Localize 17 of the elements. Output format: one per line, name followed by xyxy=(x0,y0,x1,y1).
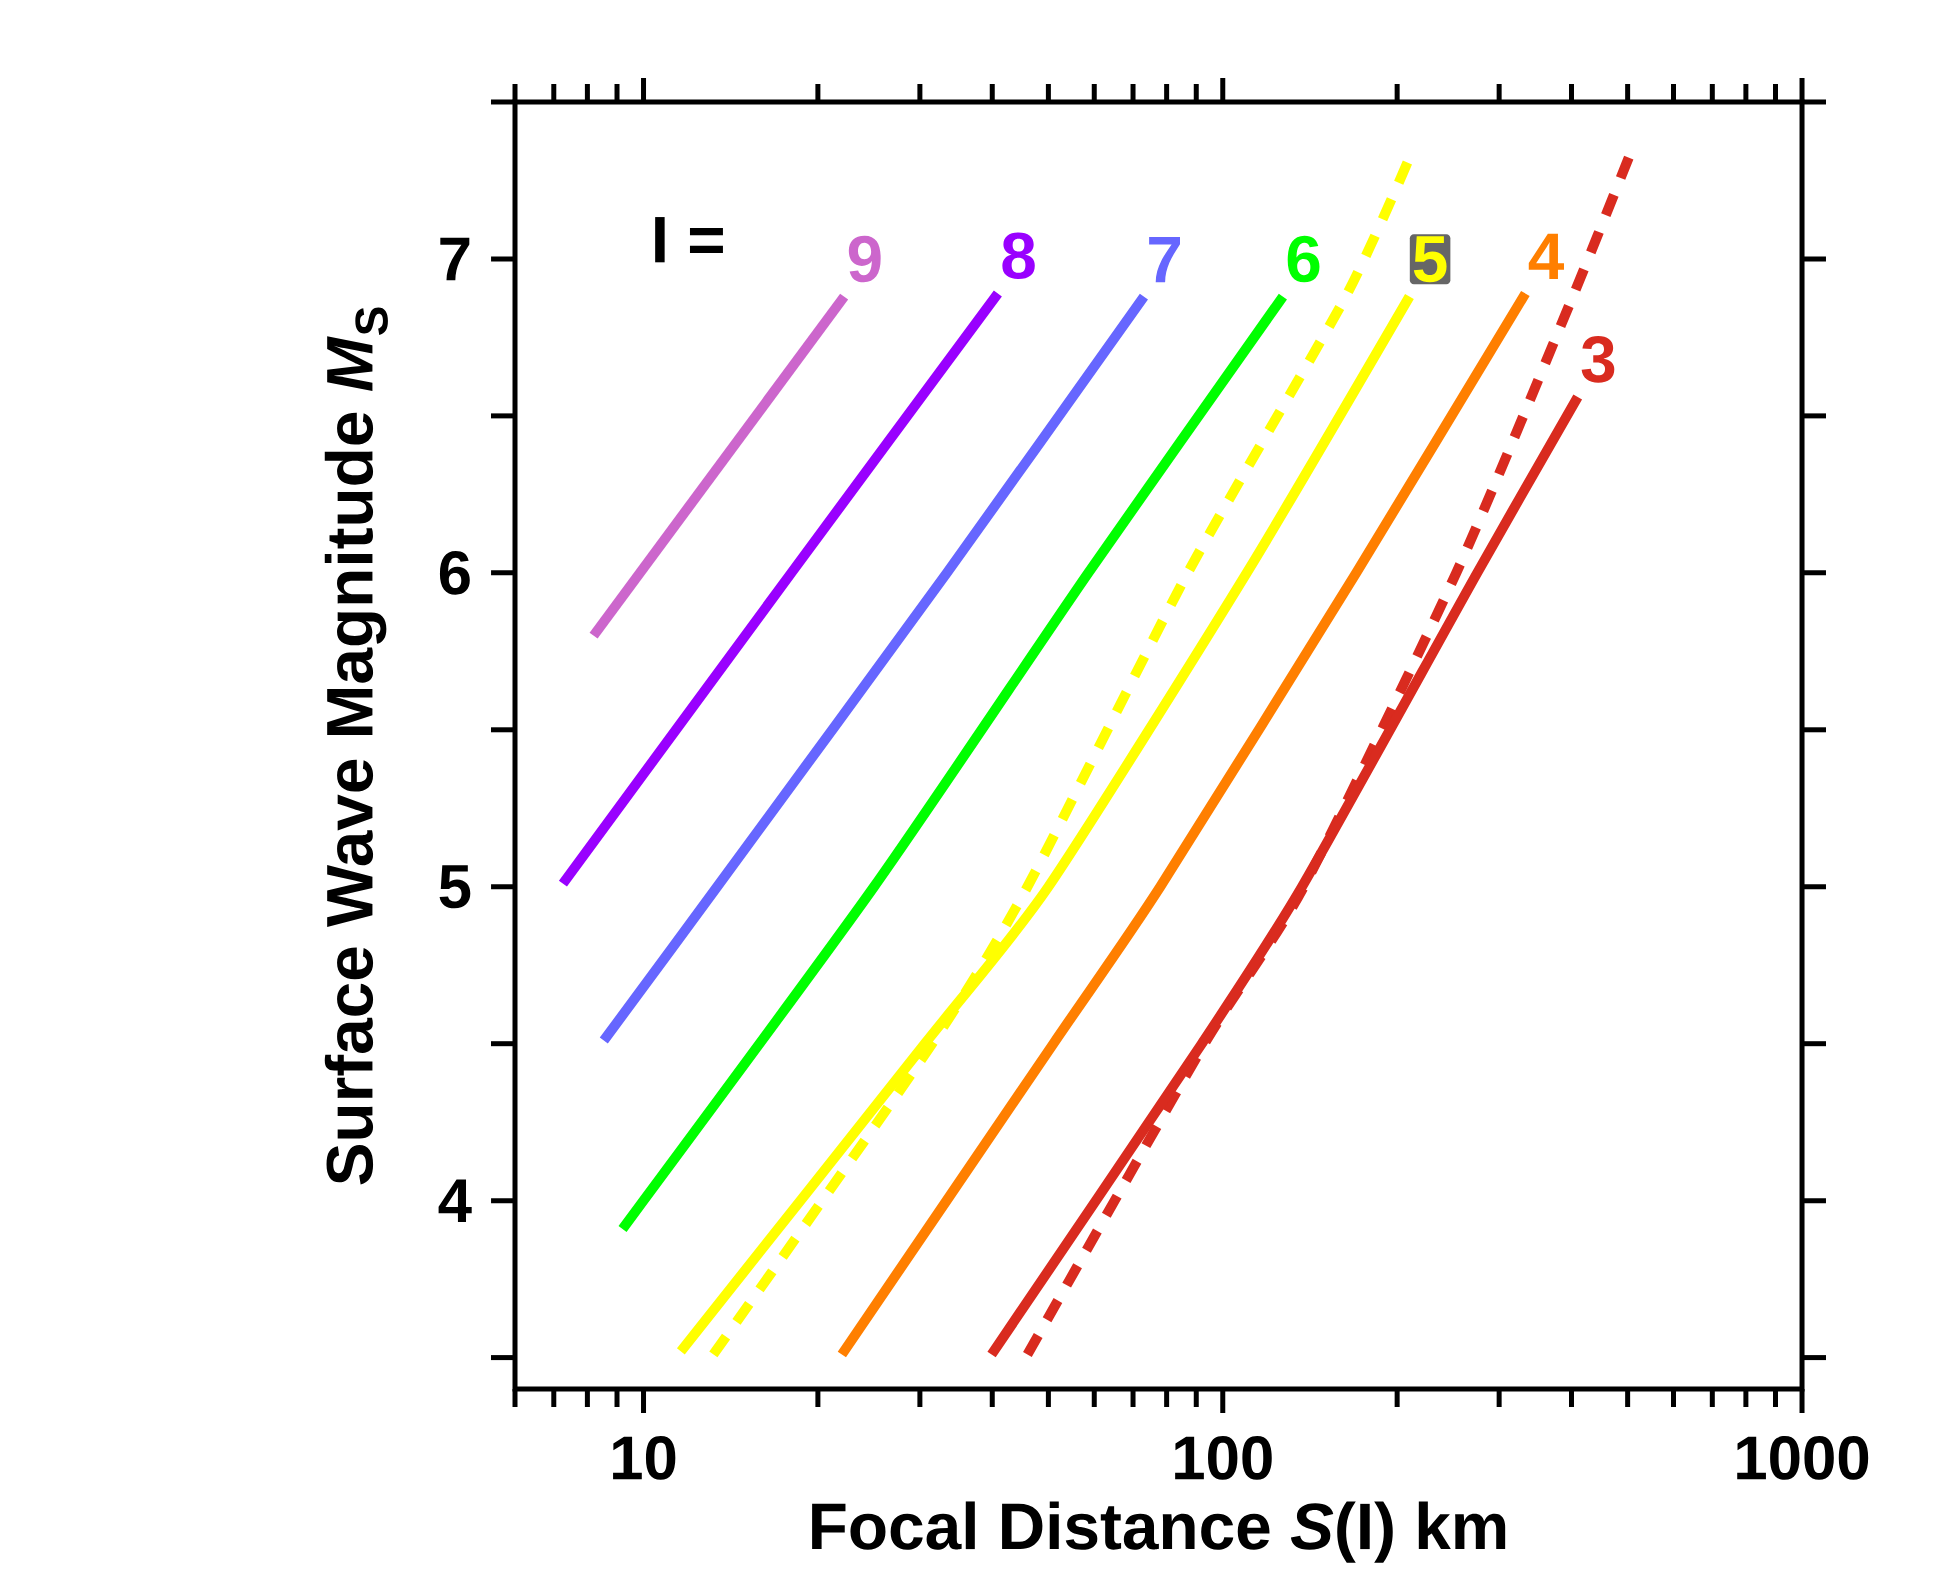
y-axis-title: Surface Wave Magnitude M$_{S}$ xyxy=(324,307,388,1185)
y-tick-label: 4 xyxy=(438,1179,472,1222)
x-axis-title: Focal Distance S(I) km xyxy=(812,1501,1506,1563)
series-label: 7 xyxy=(1149,236,1180,283)
x-tick-label: 10 xyxy=(613,1436,676,1480)
x-tick-label: 1000 xyxy=(1737,1436,1869,1480)
y-tick-label: 7 xyxy=(440,237,470,281)
y-tick-label: 5 xyxy=(439,865,471,909)
series-label: 3 xyxy=(1581,336,1615,383)
series-label: 4 xyxy=(1528,233,1564,280)
series-label: 6 xyxy=(1287,235,1320,283)
series-label: 9 xyxy=(848,235,881,283)
x-tick-label: 100 xyxy=(1175,1436,1272,1480)
series-label: 8 xyxy=(1002,232,1035,280)
series-label: 5 xyxy=(1413,236,1447,283)
annotation: I = xyxy=(655,217,723,263)
y-tick-label: 6 xyxy=(439,550,470,595)
